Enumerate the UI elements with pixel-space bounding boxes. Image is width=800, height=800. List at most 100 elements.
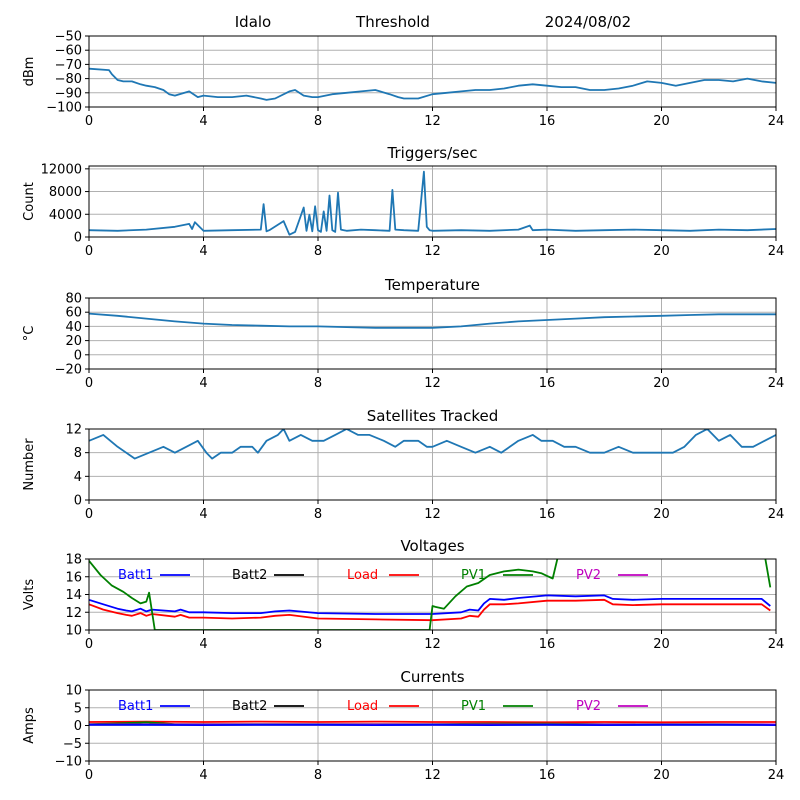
panel-title: Currents [400,668,464,686]
x-tick-label: 12 [424,114,441,129]
panel-dbm: 0 4 8 12 16 20 24 −100−90−80−70−60−50 dBm [22,30,784,130]
y-tick-label: 80 [65,292,82,307]
x-tick-label: 16 [539,244,556,259]
legend-label-pv2: PV2 [576,699,601,714]
y-tick-label: 12000 [41,162,82,177]
y-axis-label: dBm [22,57,37,87]
y-tick-label: 12 [65,423,82,438]
legend-label-batt1: Batt1 [118,699,153,714]
x-tick-label: 20 [653,244,670,259]
y-tick-label: −70 [55,58,82,73]
x-tick-label: 8 [314,768,322,783]
y-tick-label: 5 [74,701,82,716]
y-tick-label: 8 [74,446,82,461]
y-tick-label: −5 [63,737,82,752]
x-tick-label: 12 [424,376,441,391]
y-tick-label: 12 [65,606,82,621]
y-tick-label: −20 [55,363,82,378]
legend-label-pv2: PV2 [576,568,601,583]
x-tick-label: 12 [424,244,441,259]
x-tick-label: 12 [424,637,441,652]
x-tick-label: 4 [199,114,207,129]
x-tick-label: 24 [768,507,785,522]
series-line-pv1 [89,559,772,630]
x-tick-label: 20 [653,507,670,522]
y-tick-label: 8000 [49,185,82,200]
x-tick-label: 16 [539,114,556,129]
x-tick-label: 4 [199,244,207,259]
legend-label-pv1: PV1 [461,699,486,714]
panel-currents: Batt1 Batt2 Load PV1 PV2 0 4 8 12 16 20 24 −10 −5 0 5 10… [22,668,784,783]
x-tick-label: 4 [199,376,207,391]
x-tick-label: 12 [424,768,441,783]
panel-title: Satellites Tracked [367,407,498,425]
y-tick-label: 0 [74,719,82,734]
x-tick-label: 24 [768,637,785,652]
header-site: Idalo [235,13,271,31]
series-line [89,429,776,460]
y-tick-label: 10 [65,684,82,699]
x-tick-label: 20 [653,376,670,391]
y-tick-label: −50 [55,30,82,45]
x-tick-label: 24 [768,244,785,259]
x-tick-label: 24 [768,376,785,391]
y-axis-label: Amps [22,707,37,744]
y-tick-label: 0 [74,494,82,509]
series-line [89,67,776,101]
y-tick-label: 20 [65,334,82,349]
x-tick-label: 0 [85,376,93,391]
y-tick-label: 18 [65,553,82,568]
y-tick-label: −100 [46,101,82,116]
series-line-batt1 [89,594,771,615]
x-tick-label: 0 [85,244,93,259]
x-tick-label: 8 [314,637,322,652]
legend-label-batt2: Batt2 [232,568,267,583]
legend-label-batt1: Batt1 [118,568,153,583]
x-tick-label: 8 [314,376,322,391]
x-tick-label: 12 [424,507,441,522]
header-mode: Threshold [355,13,430,31]
x-tick-label: 0 [85,114,93,129]
series-line-load [89,598,771,622]
legend-label-batt2: Batt2 [232,699,267,714]
x-tick-label: 4 [199,768,207,783]
x-tick-label: 20 [653,114,670,129]
y-axis-label: Count [22,182,37,221]
x-tick-label: 24 [768,768,785,783]
legend-label-load: Load [347,568,378,583]
y-tick-label: 40 [65,320,82,335]
series-line [89,312,776,329]
x-tick-label: 4 [199,637,207,652]
x-tick-label: 16 [539,507,556,522]
y-tick-label: 14 [65,588,82,603]
legend-label-pv1: PV1 [461,568,486,583]
x-tick-label: 16 [539,768,556,783]
y-tick-label: 4 [74,470,82,485]
x-tick-label: 20 [653,768,670,783]
header-date: 2024/08/02 [545,13,631,31]
x-tick-label: 4 [199,507,207,522]
y-tick-label: 0 [74,348,82,363]
y-tick-label: 4000 [49,208,82,223]
panel-title: Temperature [384,276,480,294]
y-tick-label: 60 [65,306,82,321]
x-tick-label: 16 [539,637,556,652]
x-tick-label: 0 [85,637,93,652]
y-tick-label: 0 [74,231,82,246]
y-tick-label: −80 [55,72,82,87]
x-tick-label: 0 [85,507,93,522]
y-axis-label: Number [22,438,37,491]
panel-triggers: 0 4 8 12 16 20 24 0 4000 8000 12000 Triggers/sec Cou… [22,144,784,259]
panel-voltages: Batt1 Batt2 Load PV1 PV2 0 4 8 12 16 20 24 10 12 14 16 1… [22,537,784,652]
y-tick-label: −10 [55,755,82,770]
panel-title: Voltages [400,537,464,555]
x-tick-label: 16 [539,376,556,391]
legend-label-load: Load [347,699,378,714]
x-tick-label: 20 [653,637,670,652]
y-tick-label: −60 [55,44,82,59]
y-tick-label: 10 [65,624,82,639]
